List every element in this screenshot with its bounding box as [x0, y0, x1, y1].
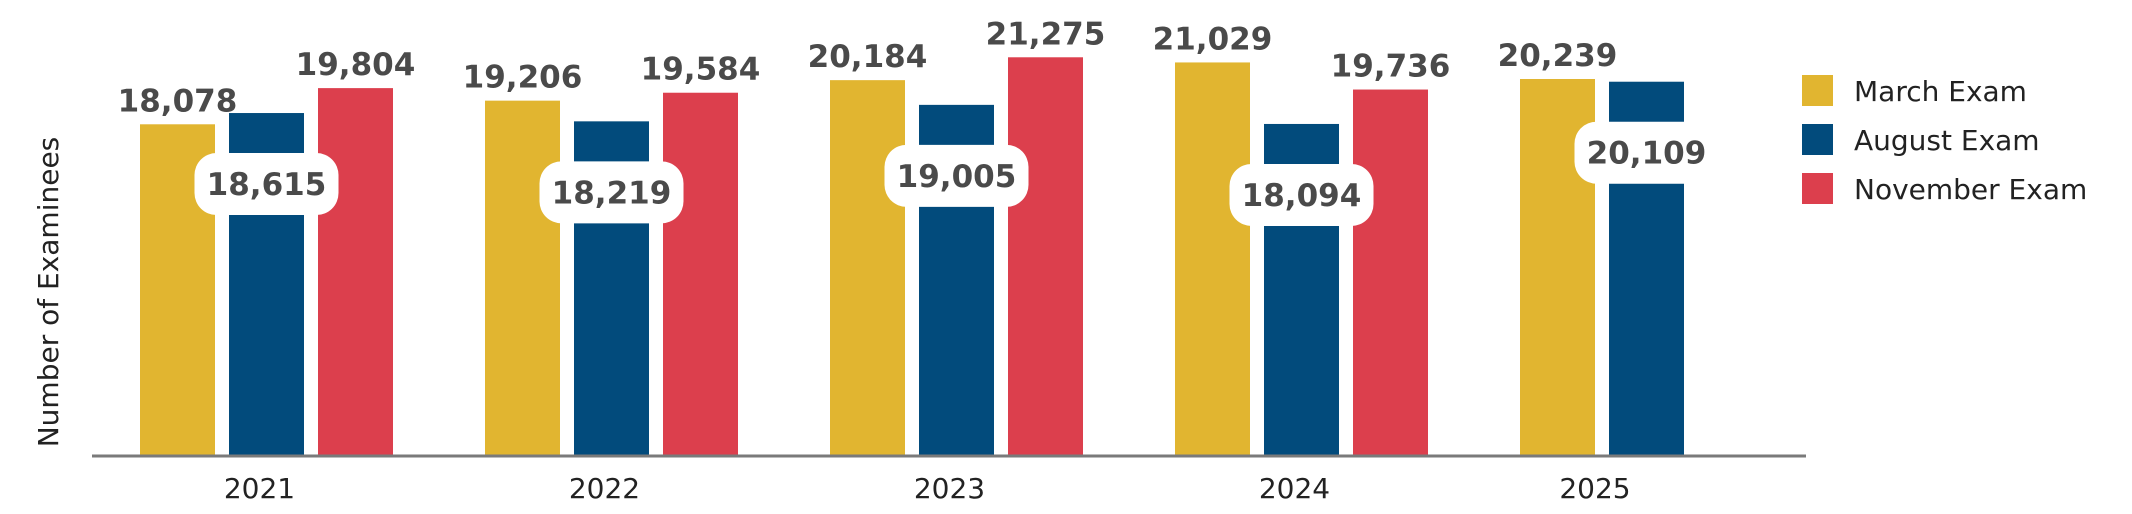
bar-november-exam-2021 — [318, 88, 393, 456]
bar-november-exam-2023 — [1008, 57, 1083, 456]
data-label: 20,239 — [1498, 38, 1618, 74]
data-label: 20,109 — [1587, 136, 1707, 172]
data-label-box — [1229, 163, 1374, 226]
bar-march-exam-2024 — [1175, 62, 1250, 456]
legend-label: August Exam — [1854, 124, 2040, 157]
legend-swatch — [1802, 173, 1833, 204]
data-label: 19,206 — [463, 60, 583, 96]
data-label: 19,736 — [1331, 49, 1451, 85]
legend-label: November Exam — [1854, 173, 2087, 206]
x-tick-label: 2022 — [569, 472, 640, 505]
x-tick-label: 2021 — [224, 472, 295, 505]
data-label: 18,615 — [207, 167, 327, 203]
data-label-box — [884, 144, 1029, 207]
y-axis-label: Number of Examinees — [32, 137, 65, 448]
bar-november-exam-2024 — [1353, 89, 1428, 455]
data-label: 20,184 — [808, 39, 928, 75]
data-label-box — [194, 153, 339, 216]
data-label-box — [539, 161, 684, 224]
legend-swatch — [1802, 75, 1833, 106]
data-label: 19,804 — [296, 47, 416, 83]
data-label: 19,584 — [641, 52, 761, 88]
data-label: 18,094 — [1242, 178, 1362, 214]
legend: March Exam August Exam November Exam — [1802, 75, 2087, 206]
data-label: 19,005 — [897, 159, 1017, 195]
data-label: 21,275 — [986, 16, 1106, 52]
legend-swatch — [1802, 124, 1833, 155]
x-tick-label: 2023 — [914, 472, 985, 505]
x-tick-label: 2024 — [1259, 472, 1330, 505]
data-label: 18,219 — [552, 175, 672, 211]
bar-november-exam-2022 — [663, 92, 738, 456]
bar-march-exam-2023 — [830, 80, 905, 455]
data-label-box — [1574, 121, 1719, 184]
data-label: 18,078 — [118, 83, 238, 119]
data-label: 21,029 — [1153, 21, 1273, 57]
legend-label: March Exam — [1854, 75, 2027, 108]
bar-march-exam-2022 — [485, 100, 560, 455]
x-tick-label: 2025 — [1559, 472, 1630, 505]
